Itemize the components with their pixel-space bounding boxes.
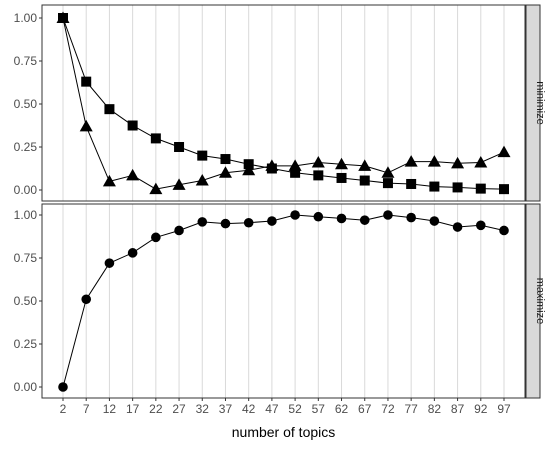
x-tick-label: 37 — [219, 402, 233, 416]
x-tick-label: 12 — [103, 402, 117, 416]
y-tick-label: 0.50 — [14, 97, 38, 111]
data-point-square — [406, 178, 417, 189]
data-point-triangle — [242, 163, 256, 176]
data-point-triangle — [474, 155, 488, 168]
data-point-circle — [243, 217, 254, 228]
data-point-circle — [290, 210, 300, 220]
panel-maximize: 0.00 0.25 0.50 0.75 1.00 maximize — [14, 203, 546, 399]
data-point-triangle — [56, 11, 70, 23]
y-tick-label: 0.25 — [14, 337, 38, 351]
data-point-triangle — [102, 174, 116, 187]
y-tick-label: 0.25 — [14, 140, 38, 154]
x-tick-label: 57 — [312, 402, 326, 416]
data-point-square — [174, 142, 185, 152]
data-point-circle — [499, 225, 509, 236]
facet-strip — [525, 203, 541, 399]
panel-frame — [41, 203, 526, 399]
x-axis-title: number of topics — [232, 424, 336, 440]
x-tick-label: 47 — [265, 402, 279, 416]
data-point-triangle — [288, 159, 302, 171]
x-tick-label: 32 — [196, 402, 210, 416]
x-tick-label: 17 — [126, 402, 140, 416]
x-tick-label: 87 — [451, 402, 465, 416]
data-point-triangle — [149, 182, 163, 195]
data-point-circle — [267, 216, 277, 226]
panel-minimize: 0.00 0.25 0.50 0.75 1.00 minimize — [14, 4, 546, 202]
data-point-circle — [220, 218, 231, 229]
x-tick-label: 67 — [358, 402, 372, 416]
data-point-circle — [151, 232, 161, 243]
data-point-triangle — [497, 145, 511, 158]
data-point-circle — [81, 294, 92, 305]
data-point-square — [499, 184, 509, 195]
facet-strip — [525, 4, 541, 202]
data-point-square — [452, 182, 463, 193]
data-point-square — [104, 104, 115, 115]
data-point-triangle — [311, 155, 325, 168]
data-point-triangle — [404, 155, 418, 167]
x-tick-label: 77 — [404, 402, 418, 416]
y-tick-label: 0.75 — [14, 251, 38, 265]
data-point-circle — [475, 220, 486, 231]
data-point-square — [429, 181, 440, 192]
x-tick-label: 62 — [335, 402, 349, 416]
data-point-circle — [104, 258, 115, 268]
panel-frame — [41, 4, 526, 202]
data-point-triangle — [335, 157, 349, 170]
data-point-square — [197, 150, 208, 161]
data-point-triangle — [126, 168, 140, 181]
facet-strip-label: maximize — [534, 278, 546, 324]
data-point-square — [127, 120, 138, 131]
data-point-square — [336, 172, 347, 183]
y-tick-label: 1.00 — [14, 11, 38, 25]
data-point-circle — [452, 222, 463, 232]
data-point-triangle — [265, 159, 279, 171]
data-point-circle — [313, 211, 324, 222]
x-tick-label: 42 — [242, 402, 256, 416]
data-point-circle — [336, 213, 347, 224]
data-point-square — [220, 154, 231, 165]
x-tick-label: 52 — [288, 402, 302, 416]
data-point-triangle — [218, 166, 232, 178]
data-point-triangle — [358, 159, 372, 171]
data-point-square — [359, 175, 370, 186]
y-tick-label: 0.00 — [14, 183, 38, 197]
data-point-square — [81, 76, 92, 87]
data-point-square — [290, 167, 301, 178]
data-point-triangle — [381, 166, 395, 178]
x-tick-label: 27 — [172, 402, 186, 416]
facet-strip-label: minimize — [534, 81, 546, 124]
data-point-triangle — [451, 156, 465, 169]
y-tick-label: 0.50 — [14, 294, 38, 308]
data-point-triangle — [79, 119, 93, 132]
y-tick-label: 0.00 — [14, 380, 38, 394]
data-point-circle — [359, 215, 370, 225]
x-tick-label: 2 — [60, 402, 67, 416]
data-point-triangle — [427, 155, 441, 167]
x-tick-label: 92 — [474, 402, 488, 416]
data-point-circle — [383, 210, 393, 220]
x-tick-label: 7 — [83, 402, 90, 416]
x-tick-label: 97 — [497, 402, 511, 416]
y-tick-label: 0.75 — [14, 54, 38, 68]
x-tick-label: 72 — [381, 402, 395, 416]
data-point-circle — [58, 382, 68, 392]
data-point-circle — [406, 212, 416, 223]
x-tick-label: 22 — [149, 402, 163, 416]
data-point-circle — [429, 216, 440, 226]
x-tick-label: 82 — [428, 402, 442, 416]
data-point-circle — [174, 225, 184, 236]
data-point-circle — [197, 217, 208, 227]
data-point-triangle — [172, 178, 186, 190]
data-point-square — [313, 170, 324, 181]
data-point-square — [475, 183, 486, 194]
data-point-square — [382, 178, 393, 189]
data-point-triangle — [195, 174, 209, 186]
data-point-square — [150, 133, 161, 144]
data-point-circle — [127, 248, 138, 258]
y-tick-label: 1.00 — [14, 208, 38, 222]
